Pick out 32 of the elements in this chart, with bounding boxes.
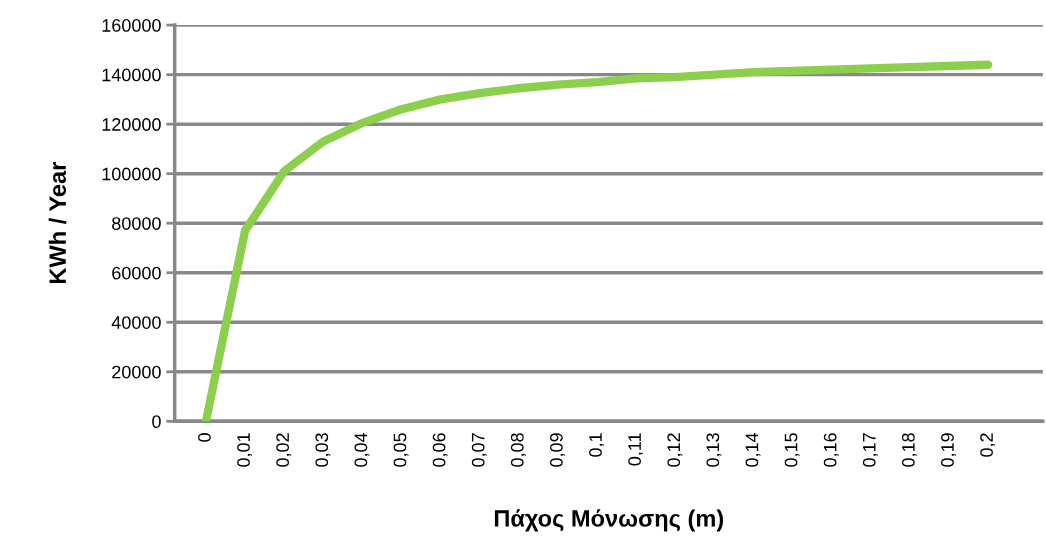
y-tick-label: 20000 — [112, 365, 161, 379]
y-tick-label: 80000 — [112, 217, 161, 230]
x-tick-label: 0,18 — [901, 433, 917, 467]
y-tick-label: 60000 — [112, 266, 161, 280]
x-tick-label: 0,09 — [549, 433, 565, 467]
y-tick-label: 160000 — [102, 19, 161, 32]
x-tick-label: 0,19 — [941, 433, 956, 467]
x-tick-label: 0,14 — [745, 432, 761, 467]
x-tick-label: 0,2 — [980, 433, 996, 457]
x-tick-label: 0,1 — [589, 433, 605, 457]
y-tick-label: 140000 — [102, 68, 161, 82]
x-tick-label: 0,05 — [393, 433, 409, 467]
x-tick-label: 0,17 — [862, 433, 878, 467]
x-tick-label: 0,06 — [432, 433, 448, 467]
x-tick-label: 0,01 — [237, 433, 253, 467]
x-tick-label: 0 — [198, 433, 211, 442]
y-tick-label: 120000 — [102, 118, 161, 131]
x-axis-title: Πάχος Μόνωσης (m) — [494, 509, 724, 532]
y-tick-label: 100000 — [102, 167, 161, 181]
x-tick-label: 0,07 — [471, 433, 487, 467]
x-tick-label: 0,04 — [354, 432, 370, 467]
x-tick-label: 0,11 — [628, 433, 644, 466]
y-tick-label: 0 — [152, 415, 161, 429]
x-tick-label: 0,13 — [706, 433, 722, 467]
x-tick-label: 0,08 — [510, 433, 526, 467]
y-tick-label: 40000 — [111, 316, 161, 329]
x-tick-label: 0,16 — [823, 433, 839, 467]
x-tick-label: 0,15 — [784, 433, 800, 467]
x-tick-label: 0,02 — [276, 433, 292, 467]
y-axis-title: KWh / Year — [48, 162, 67, 284]
x-tick-label: 0,03 — [315, 433, 331, 467]
x-tick-label: 0,12 — [667, 433, 683, 467]
